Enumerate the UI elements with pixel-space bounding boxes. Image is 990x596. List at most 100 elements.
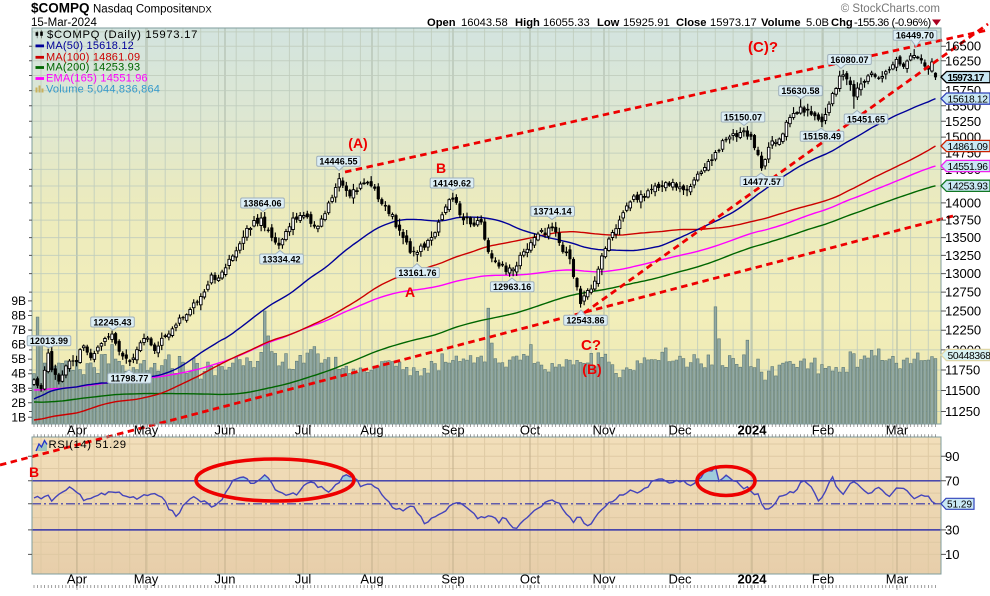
svg-text:Mar: Mar [886, 423, 909, 438]
svg-text:MA(50) 15618.12: MA(50) 15618.12 [46, 40, 134, 52]
svg-text:14253.93: 14253.93 [948, 182, 989, 193]
svg-text:Low: Low [597, 17, 620, 29]
svg-text:13750: 13750 [945, 213, 981, 228]
svg-text:(C)?: (C)? [748, 39, 778, 56]
svg-text:14551.96: 14551.96 [948, 162, 989, 173]
svg-text:51.29: 51.29 [947, 499, 972, 510]
svg-text:(B): (B) [582, 361, 601, 377]
svg-text:Oct: Oct [520, 423, 541, 438]
svg-text:Feb: Feb [812, 572, 834, 587]
svg-text:90: 90 [945, 449, 959, 464]
svg-text:Apr: Apr [67, 423, 88, 438]
svg-text:5B: 5B [11, 352, 26, 366]
svg-text:Jun: Jun [215, 423, 236, 438]
svg-text:3B: 3B [11, 381, 26, 395]
svg-text:Dec: Dec [668, 423, 692, 438]
svg-text:15250: 15250 [945, 114, 981, 129]
svg-text:B: B [29, 464, 39, 480]
svg-text:14000: 14000 [945, 195, 981, 210]
svg-text:12250: 12250 [945, 323, 981, 338]
svg-text:Chg: Chg [831, 17, 853, 29]
svg-text:2024: 2024 [738, 572, 768, 587]
svg-text:$COMPQ: $COMPQ [31, 1, 90, 16]
svg-text:16055.33: 16055.33 [543, 17, 590, 29]
svg-text:Sep: Sep [441, 572, 464, 587]
svg-text:13161.76: 13161.76 [398, 268, 436, 278]
svg-text:15618.12: 15618.12 [948, 94, 989, 105]
svg-text:Apr: Apr [67, 572, 88, 587]
svg-text:High: High [515, 17, 540, 29]
svg-text:13334.42: 13334.42 [262, 254, 300, 264]
svg-text:15451.65: 15451.65 [847, 114, 885, 124]
svg-text:-155.36 (-0.96%): -155.36 (-0.96%) [854, 17, 931, 29]
svg-text:12245.43: 12245.43 [93, 317, 131, 327]
svg-text:Sep: Sep [441, 423, 464, 438]
svg-text:8B: 8B [11, 309, 26, 323]
svg-text:RSI(14) 51.29: RSI(14) 51.29 [49, 439, 127, 451]
svg-text:11250: 11250 [945, 404, 980, 419]
svg-text:16250: 16250 [945, 53, 981, 68]
svg-text:15973.17: 15973.17 [710, 17, 757, 29]
svg-text:14477.57: 14477.57 [743, 177, 781, 187]
svg-text:11798.77: 11798.77 [111, 374, 149, 384]
svg-text:Mar: Mar [886, 572, 909, 587]
svg-text:Jun: Jun [215, 572, 236, 587]
svg-text:2024: 2024 [738, 423, 768, 438]
svg-text:Volume: Volume [761, 17, 801, 29]
svg-text:1B: 1B [11, 410, 26, 424]
svg-text:13864.06: 13864.06 [243, 198, 281, 208]
svg-text:15925.91: 15925.91 [623, 17, 670, 29]
svg-text:12750: 12750 [945, 285, 981, 300]
svg-text:12543.86: 12543.86 [566, 316, 604, 326]
svg-text:Nov: Nov [592, 572, 616, 587]
svg-text:(A): (A) [348, 135, 367, 151]
svg-text:14149.62: 14149.62 [433, 178, 471, 188]
svg-text:May: May [134, 423, 159, 438]
svg-text:Oct: Oct [520, 572, 541, 587]
svg-text:11750: 11750 [945, 362, 980, 377]
svg-text:7B: 7B [11, 323, 26, 337]
svg-text:13714.14: 13714.14 [533, 207, 571, 217]
svg-text:14861.09: 14861.09 [948, 142, 989, 153]
svg-text:6B: 6B [11, 338, 26, 352]
svg-text:Aug: Aug [360, 572, 383, 587]
svg-text:11500: 11500 [945, 383, 980, 398]
svg-text:Jul: Jul [295, 423, 312, 438]
svg-text:13500: 13500 [945, 230, 981, 245]
svg-text:Dec: Dec [668, 572, 692, 587]
svg-text:5.0B: 5.0B [806, 17, 829, 29]
svg-text:16500: 16500 [945, 39, 981, 54]
svg-text:© StockCharts.com: © StockCharts.com [841, 3, 940, 15]
svg-text:Nasdaq Composite: Nasdaq Composite [93, 4, 191, 16]
svg-text:16080.07: 16080.07 [830, 55, 868, 65]
svg-text:16449.70: 16449.70 [896, 31, 934, 41]
svg-text:13000: 13000 [945, 266, 981, 281]
svg-text:30: 30 [945, 522, 959, 537]
svg-text:15158.49: 15158.49 [803, 132, 841, 142]
svg-text:12963.16: 12963.16 [493, 282, 531, 292]
svg-text:INDX: INDX [189, 5, 212, 16]
svg-text:May: May [134, 572, 159, 587]
svg-text:10: 10 [945, 547, 959, 562]
svg-text:2B: 2B [11, 396, 26, 410]
svg-text:Close: Close [676, 17, 706, 29]
svg-text:15973.17: 15973.17 [948, 73, 985, 84]
svg-text:B: B [436, 160, 446, 176]
svg-text:12500: 12500 [945, 303, 981, 318]
svg-text:14446.55: 14446.55 [319, 157, 357, 167]
svg-text:15150.07: 15150.07 [724, 112, 762, 122]
svg-text:13250: 13250 [945, 248, 981, 263]
svg-text:9B: 9B [11, 294, 26, 308]
svg-text:Nov: Nov [592, 423, 616, 438]
svg-text:4B: 4B [11, 367, 26, 381]
svg-text:A: A [405, 284, 415, 300]
svg-text:Volume 5,044,836,864: Volume 5,044,836,864 [46, 84, 160, 96]
svg-text:70: 70 [945, 473, 959, 488]
svg-text:12013.99: 12013.99 [30, 336, 68, 346]
svg-text:16043.58: 16043.58 [461, 17, 508, 29]
svg-text:50448368: 50448368 [948, 351, 990, 362]
svg-text:Aug: Aug [360, 423, 383, 438]
svg-text:C?: C? [581, 337, 601, 354]
svg-text:Feb: Feb [812, 423, 834, 438]
svg-text:Jul: Jul [295, 572, 312, 587]
